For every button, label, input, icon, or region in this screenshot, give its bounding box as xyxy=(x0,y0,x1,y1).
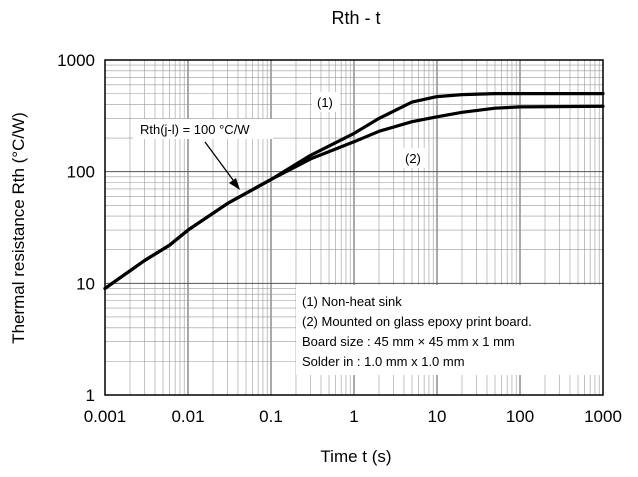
x-tick-label: 0.1 xyxy=(259,407,283,426)
curve2-label-bg xyxy=(400,148,428,168)
x-tick-label: 0.001 xyxy=(84,407,127,426)
x-tick-label: 10 xyxy=(428,407,447,426)
curve1-label: (1) xyxy=(317,95,333,110)
x-tick-label: 100 xyxy=(506,407,534,426)
y-axis-label: Thermal resistance Rth (°C/W) xyxy=(9,112,28,344)
rth-annotation-box xyxy=(133,119,273,139)
rth-annotation: Rth(j-l) = 100 °C/W xyxy=(133,119,273,190)
y-tick-label: 100 xyxy=(67,163,95,182)
notes-box: (1) Non-heat sink (2) Mounted on glass e… xyxy=(296,285,602,375)
rth-annotation-arrow xyxy=(204,141,237,185)
curve2-label: (2) xyxy=(405,151,421,166)
y-tick-label: 10 xyxy=(76,274,95,293)
rth-annotation-arrowhead xyxy=(229,178,240,190)
x-tick-labels: 0.001 0.01 0.1 1 10 100 1000 xyxy=(84,407,622,426)
notes-box-bg xyxy=(296,285,602,375)
note-3: Board size : 45 mm × 45 mm x 1 mm xyxy=(302,334,515,349)
plot-frame xyxy=(104,59,604,396)
note-1: (1) Non-heat sink xyxy=(302,294,402,309)
y-tick-labels: 1 10 100 1000 xyxy=(57,51,95,405)
rth-annotation-label: Rth(j-l) = 100 °C/W xyxy=(140,122,250,137)
y-tick-label: 1 xyxy=(86,386,95,405)
x-axis-label: Time t (s) xyxy=(320,447,391,466)
note-2: (2) Mounted on glass epoxy print board. xyxy=(302,314,532,329)
x-tick-label: 1000 xyxy=(584,407,622,426)
series-group xyxy=(103,92,605,290)
x-tick-label: 1 xyxy=(349,407,358,426)
note-4: Solder in : 1.0 mm x 1.0 mm xyxy=(302,354,465,369)
chart-title: Rth - t xyxy=(331,8,380,28)
y-tick-label: 1000 xyxy=(57,51,95,70)
series-line-2 xyxy=(103,104,605,290)
x-tick-label: 0.01 xyxy=(171,407,204,426)
curve1-label-bg xyxy=(312,92,340,112)
